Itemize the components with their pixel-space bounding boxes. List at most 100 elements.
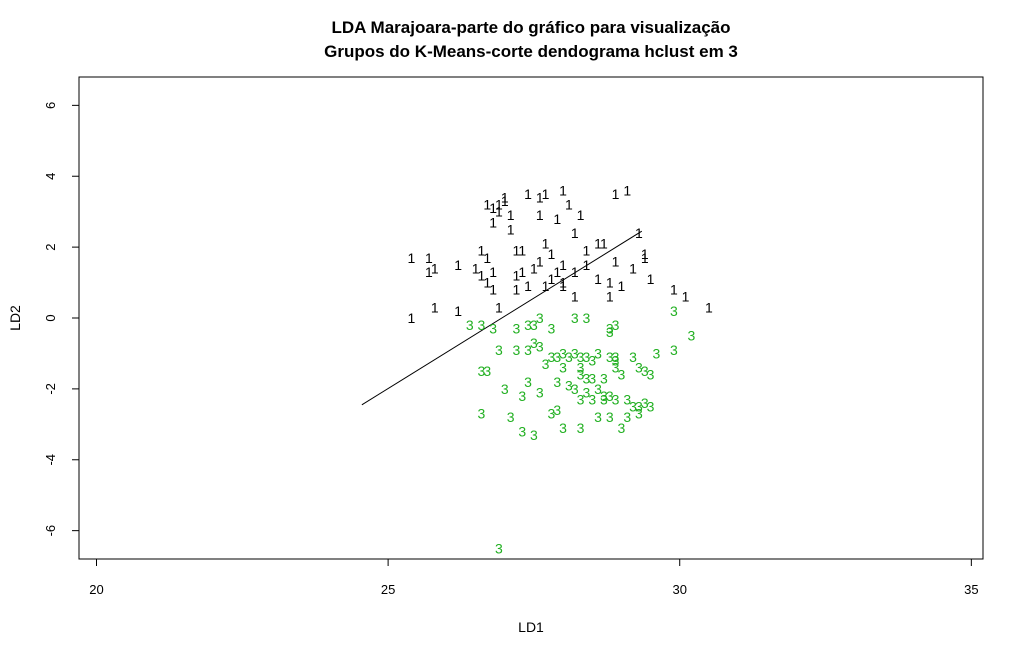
data-point-group-1: 1 (548, 271, 556, 287)
data-point-group-1: 1 (518, 243, 526, 259)
data-point-group-1: 1 (524, 186, 532, 202)
data-point-group-1: 1 (489, 282, 497, 298)
data-point-group-3: 3 (548, 321, 556, 337)
data-point-group-3: 3 (513, 321, 521, 337)
data-point-group-3: 3 (577, 392, 585, 408)
data-point-group-3: 3 (571, 381, 579, 397)
data-point-group-1: 1 (536, 190, 544, 206)
data-point-group-1: 1 (542, 186, 550, 202)
data-point-group-3: 3 (501, 381, 509, 397)
data-point-group-3: 3 (548, 349, 556, 365)
data-point-group-3: 3 (489, 321, 497, 337)
data-point-group-3: 3 (577, 349, 585, 365)
x-axis: 20 25 30 35 (89, 558, 979, 597)
data-point-group-1: 1 (571, 264, 579, 280)
data-point-group-3: 3 (553, 349, 561, 365)
data-point-group-3: 3 (583, 384, 591, 400)
data-point-group-3: 3 (618, 367, 626, 383)
x-tick-label: 25 (381, 582, 395, 597)
x-tick-label: 20 (89, 582, 103, 597)
data-point-group-1: 1 (507, 221, 515, 237)
data-point-group-3: 3 (495, 540, 503, 556)
data-point-group-1: 1 (483, 250, 491, 266)
data-point-group-3: 3 (588, 353, 596, 369)
data-point-group-3: 3 (530, 317, 538, 333)
data-point-group-1: 1 (408, 310, 416, 326)
data-point-group-1: 1 (594, 271, 602, 287)
data-point-group-1: 1 (553, 211, 561, 227)
data-point-group-3: 3 (495, 342, 503, 358)
data-point-group-3: 3 (606, 388, 614, 404)
data-point-group-3: 3 (612, 392, 620, 408)
data-point-group-3: 3 (606, 321, 614, 337)
data-point-group-1: 1 (559, 257, 567, 273)
data-point-group-3: 3 (530, 427, 538, 443)
data-point-group-1: 1 (513, 282, 521, 298)
data-point-group-1: 1 (501, 190, 509, 206)
chart-subtitle: Grupos do K-Means-corte dendograma hclus… (324, 42, 738, 61)
data-point-group-1: 1 (612, 186, 620, 202)
data-point-group-3: 3 (594, 409, 602, 425)
data-point-group-3: 3 (571, 310, 579, 326)
data-point-group-1: 1 (542, 236, 550, 252)
data-point-group-1: 1 (629, 260, 637, 276)
data-point-group-3: 3 (635, 360, 643, 376)
data-point-group-1: 1 (425, 250, 433, 266)
data-point-group-1: 1 (431, 299, 439, 315)
data-point-group-3: 3 (553, 374, 561, 390)
data-point-group-3: 3 (518, 423, 526, 439)
data-point-group-3: 3 (623, 392, 631, 408)
y-axis-label: LD2 (7, 305, 23, 331)
data-point-group-3: 3 (518, 388, 526, 404)
data-point-group-1: 1 (559, 278, 567, 294)
data-point-group-1: 1 (571, 225, 579, 241)
data-point-group-3: 3 (571, 345, 579, 361)
data-point-group-1: 1 (600, 236, 608, 252)
lda-reference-line (361, 230, 643, 406)
data-point-group-3: 3 (670, 303, 678, 319)
data-point-group-1: 1 (425, 264, 433, 280)
data-point-group-1: 1 (507, 207, 515, 223)
chart-title: LDA Marajoara-parte do gráfico para visu… (332, 18, 731, 37)
data-point-group-3: 3 (565, 377, 573, 393)
data-point-group-3: 3 (635, 406, 643, 422)
data-point-group-1: 1 (489, 264, 497, 280)
data-point-group-1: 1 (553, 264, 561, 280)
data-point-group-3: 3 (513, 342, 521, 358)
data-point-group-1: 1 (594, 236, 602, 252)
data-point-group-3: 3 (641, 363, 649, 379)
data-point-group-1: 1 (559, 275, 567, 291)
data-point-group-3: 3 (577, 360, 585, 376)
data-point-group-3: 3 (565, 349, 573, 365)
data-point-group-1: 1 (513, 243, 521, 259)
data-point-group-3: 3 (507, 409, 515, 425)
data-point-group-3: 3 (647, 399, 655, 415)
data-point-group-1: 1 (495, 299, 503, 315)
data-point-group-3: 3 (466, 317, 474, 333)
data-point-group-3: 3 (618, 420, 626, 436)
data-point-group-1: 1 (536, 253, 544, 269)
data-point-group-1: 1 (612, 253, 620, 269)
data-point-group-1: 1 (483, 197, 491, 213)
data-point-group-3: 3 (559, 345, 567, 361)
data-point-group-3: 3 (594, 345, 602, 361)
data-point-group-3: 3 (606, 409, 614, 425)
data-point-group-1: 1 (489, 214, 497, 230)
data-point-group-1: 1 (682, 289, 690, 305)
data-point-group-1: 1 (454, 303, 462, 319)
data-point-group-3: 3 (548, 406, 556, 422)
data-point-group-1: 1 (518, 264, 526, 280)
y-tick-label: 0 (43, 314, 58, 321)
data-point-group-1: 1 (472, 260, 480, 276)
data-point-group-3: 3 (583, 349, 591, 365)
data-point-group-3: 3 (594, 381, 602, 397)
data-point-group-3: 3 (670, 342, 678, 358)
data-point-group-3: 3 (530, 335, 538, 351)
data-point-group-3: 3 (612, 317, 620, 333)
y-tick-label: 2 (43, 244, 58, 251)
data-point-group-3: 3 (606, 349, 614, 365)
data-point-group-1: 1 (635, 225, 643, 241)
data-point-group-3: 3 (647, 367, 655, 383)
